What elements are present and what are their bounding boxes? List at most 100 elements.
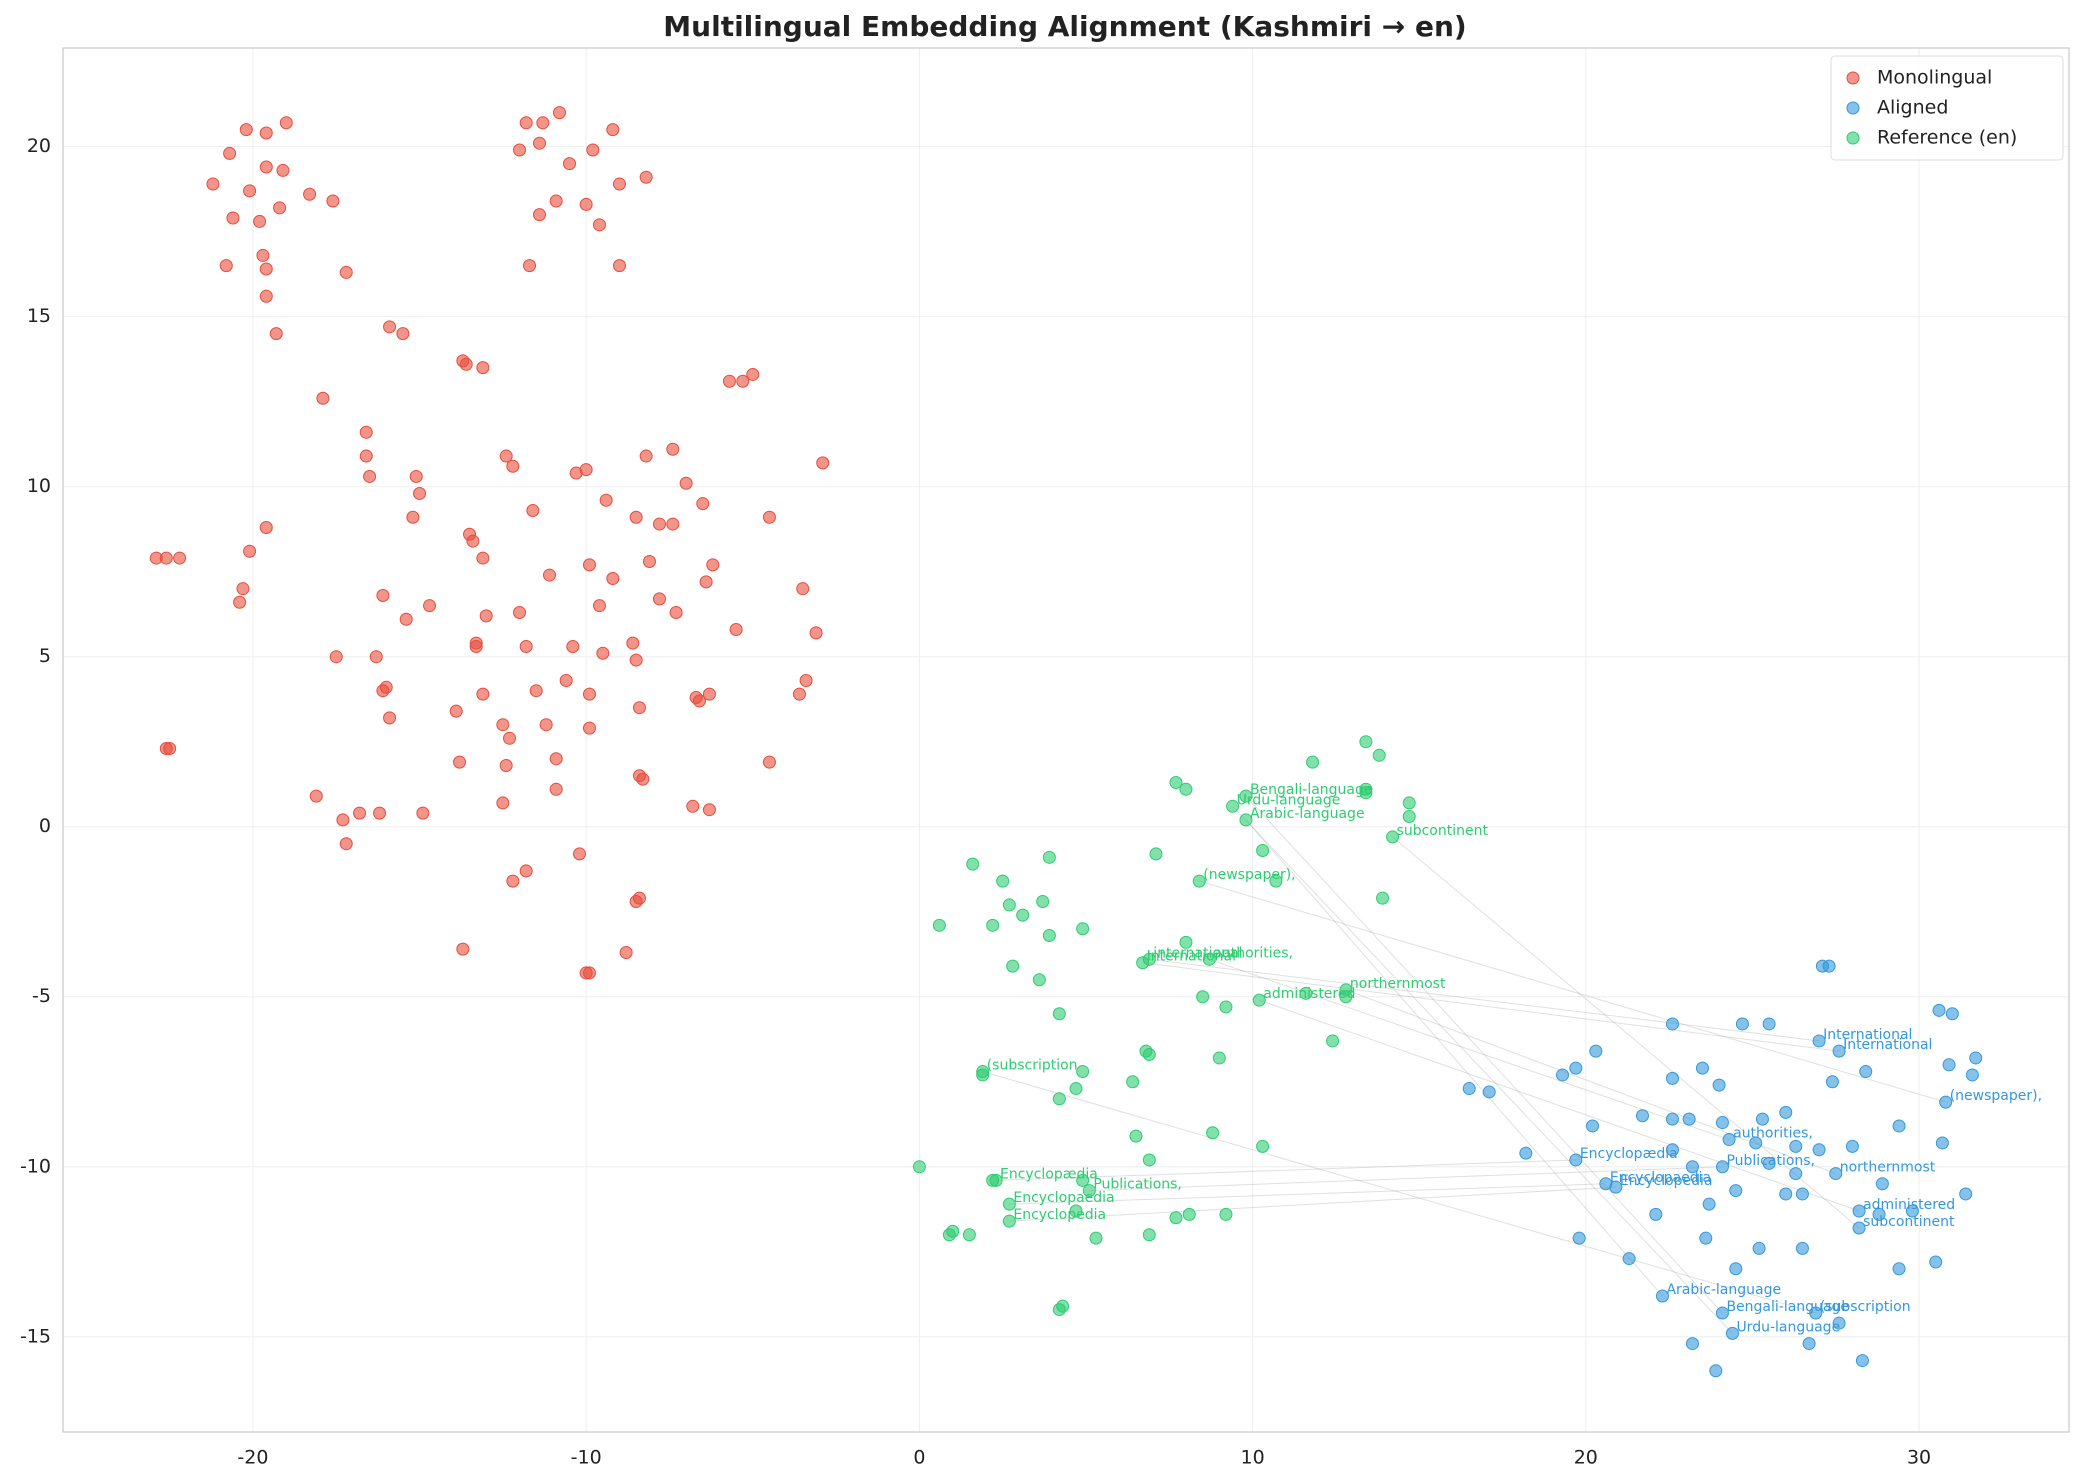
point bbox=[206, 177, 220, 191]
point bbox=[796, 582, 810, 596]
point bbox=[1585, 1119, 1599, 1133]
point bbox=[449, 704, 463, 718]
point bbox=[533, 208, 547, 222]
point bbox=[1032, 973, 1046, 987]
point bbox=[1219, 1000, 1233, 1014]
point bbox=[1929, 1255, 1943, 1269]
point bbox=[259, 520, 273, 534]
point bbox=[1812, 1143, 1826, 1157]
point bbox=[1855, 1354, 1869, 1368]
point bbox=[519, 116, 533, 130]
point bbox=[329, 650, 343, 664]
point bbox=[1852, 1204, 1866, 1218]
point bbox=[523, 259, 537, 273]
point bbox=[1076, 1173, 1090, 1187]
alignment-line bbox=[1089, 1166, 1723, 1192]
point bbox=[259, 262, 273, 276]
point bbox=[606, 571, 620, 585]
point bbox=[652, 592, 666, 606]
x-tick-label: 10 bbox=[1241, 1447, 1265, 1469]
point bbox=[639, 170, 653, 184]
point bbox=[1202, 952, 1216, 966]
point bbox=[543, 568, 557, 582]
aligned-label: Publications, bbox=[1726, 1153, 1815, 1169]
point bbox=[1942, 1058, 1956, 1072]
alignment-line bbox=[1009, 1183, 1606, 1205]
point bbox=[612, 177, 626, 191]
point bbox=[1969, 1051, 1983, 1065]
point bbox=[526, 503, 540, 517]
alignment-line bbox=[1232, 805, 1733, 1334]
point bbox=[1002, 898, 1016, 912]
point bbox=[799, 673, 813, 687]
point bbox=[1239, 813, 1253, 827]
point bbox=[1212, 1051, 1226, 1065]
point bbox=[699, 575, 713, 589]
y-tick-label: -10 bbox=[20, 1155, 51, 1177]
point bbox=[553, 106, 567, 120]
alignment-line bbox=[1199, 880, 1946, 1103]
x-tick-label: 20 bbox=[1574, 1447, 1598, 1469]
point bbox=[1006, 959, 1020, 973]
point bbox=[1082, 1184, 1096, 1198]
point bbox=[1142, 952, 1156, 966]
point bbox=[469, 639, 483, 653]
point bbox=[692, 694, 706, 708]
legend-marker bbox=[1846, 101, 1860, 115]
point bbox=[669, 605, 683, 619]
point bbox=[1142, 1228, 1156, 1242]
point bbox=[503, 731, 517, 745]
point bbox=[173, 551, 187, 565]
point bbox=[496, 796, 510, 810]
x-tick-label: 0 bbox=[913, 1447, 925, 1469]
point bbox=[1299, 986, 1313, 1000]
point bbox=[579, 197, 593, 211]
point bbox=[1722, 1133, 1736, 1147]
point bbox=[1832, 1044, 1846, 1058]
point bbox=[1665, 1017, 1679, 1031]
point bbox=[476, 361, 490, 375]
alignment-line bbox=[982, 1071, 1816, 1314]
point bbox=[729, 622, 743, 636]
alignment-line bbox=[1245, 795, 1723, 1314]
point bbox=[1076, 922, 1090, 936]
aligned-label: Urdu-language bbox=[1736, 1319, 1840, 1335]
point bbox=[702, 803, 716, 817]
ref-label: International bbox=[1147, 949, 1236, 965]
point bbox=[549, 752, 563, 766]
point bbox=[1052, 1303, 1066, 1317]
point bbox=[1569, 1153, 1583, 1167]
point bbox=[1892, 1119, 1906, 1133]
point bbox=[369, 650, 383, 664]
point bbox=[1809, 1306, 1823, 1320]
aligned-label: International bbox=[1823, 1027, 1912, 1043]
point bbox=[373, 806, 387, 820]
point bbox=[476, 551, 490, 565]
point bbox=[1572, 1231, 1586, 1245]
point bbox=[989, 1173, 1003, 1187]
point bbox=[519, 639, 533, 653]
x-tick-label: -20 bbox=[237, 1447, 268, 1469]
point bbox=[1959, 1187, 1973, 1201]
x-tick-label: 30 bbox=[1907, 1447, 1931, 1469]
point bbox=[536, 116, 550, 130]
legend-marker bbox=[1846, 71, 1860, 85]
point bbox=[986, 918, 1000, 932]
point bbox=[792, 687, 806, 701]
point bbox=[582, 966, 596, 980]
point bbox=[253, 214, 267, 228]
aligned-label: (newspaper), bbox=[1950, 1088, 2042, 1104]
point bbox=[1762, 1017, 1776, 1031]
point bbox=[1685, 1337, 1699, 1351]
point bbox=[399, 612, 413, 626]
point bbox=[642, 554, 656, 568]
point bbox=[1725, 1326, 1739, 1340]
point bbox=[1609, 1180, 1623, 1194]
point bbox=[1905, 1204, 1919, 1218]
point bbox=[1712, 1078, 1726, 1092]
point bbox=[1142, 1153, 1156, 1167]
point bbox=[396, 327, 410, 341]
point bbox=[519, 864, 533, 878]
point bbox=[626, 636, 640, 650]
alignment-line bbox=[1259, 999, 1860, 1212]
